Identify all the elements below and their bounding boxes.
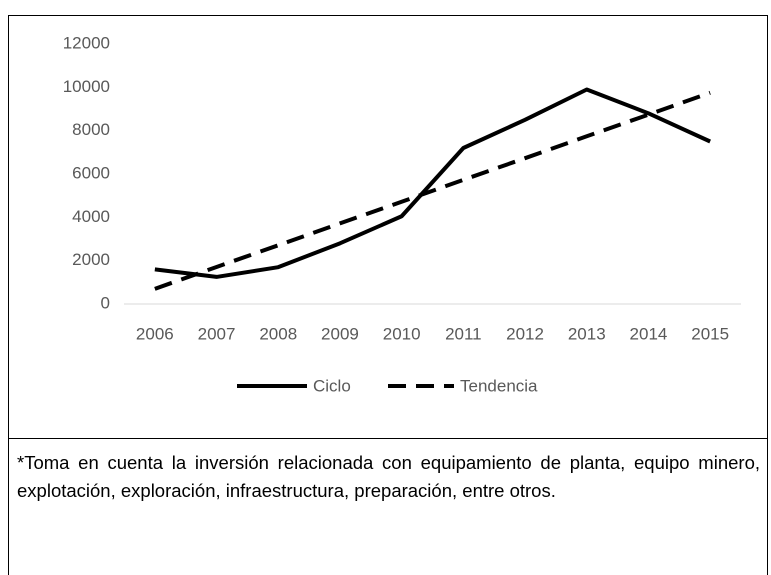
y-tick-label: 8000	[72, 120, 110, 139]
y-tick-label: 6000	[72, 163, 110, 182]
legend-label: Ciclo	[313, 376, 351, 395]
chart: 0 2000 4000 6000 8000 10000 12000 2006 2007 2008 2…	[63, 33, 741, 395]
chart-frame	[8, 15, 768, 575]
y-tick-label: 4000	[72, 207, 110, 226]
footnote: *Toma en cuenta la inversión relacionada…	[9, 438, 768, 505]
x-tick-label: 2014	[630, 324, 668, 343]
x-tick-label: 2007	[198, 324, 236, 343]
x-tick-label: 2010	[383, 324, 421, 343]
x-tick-label: 2011	[445, 324, 482, 343]
x-tick-label: 2015	[691, 324, 729, 343]
line-series	[154, 87, 711, 279]
y-tick-label: 12000	[63, 33, 110, 52]
x-tick-label: 2012	[506, 324, 544, 343]
y-tick-label: 10000	[63, 77, 110, 96]
x-tick-label: 2013	[568, 324, 606, 343]
x-tick-label: 2009	[321, 324, 359, 343]
line-series	[154, 90, 711, 291]
x-tick-label: 2008	[259, 324, 297, 343]
y-tick-label: 0	[101, 293, 110, 312]
page: 0 2000 4000 6000 8000 10000 12000 2006 2007 2008 2…	[8, 15, 768, 575]
x-tick-label: 2006	[136, 324, 174, 343]
y-tick-label: 2000	[72, 250, 110, 269]
legend-label: Tendencia	[460, 376, 538, 395]
